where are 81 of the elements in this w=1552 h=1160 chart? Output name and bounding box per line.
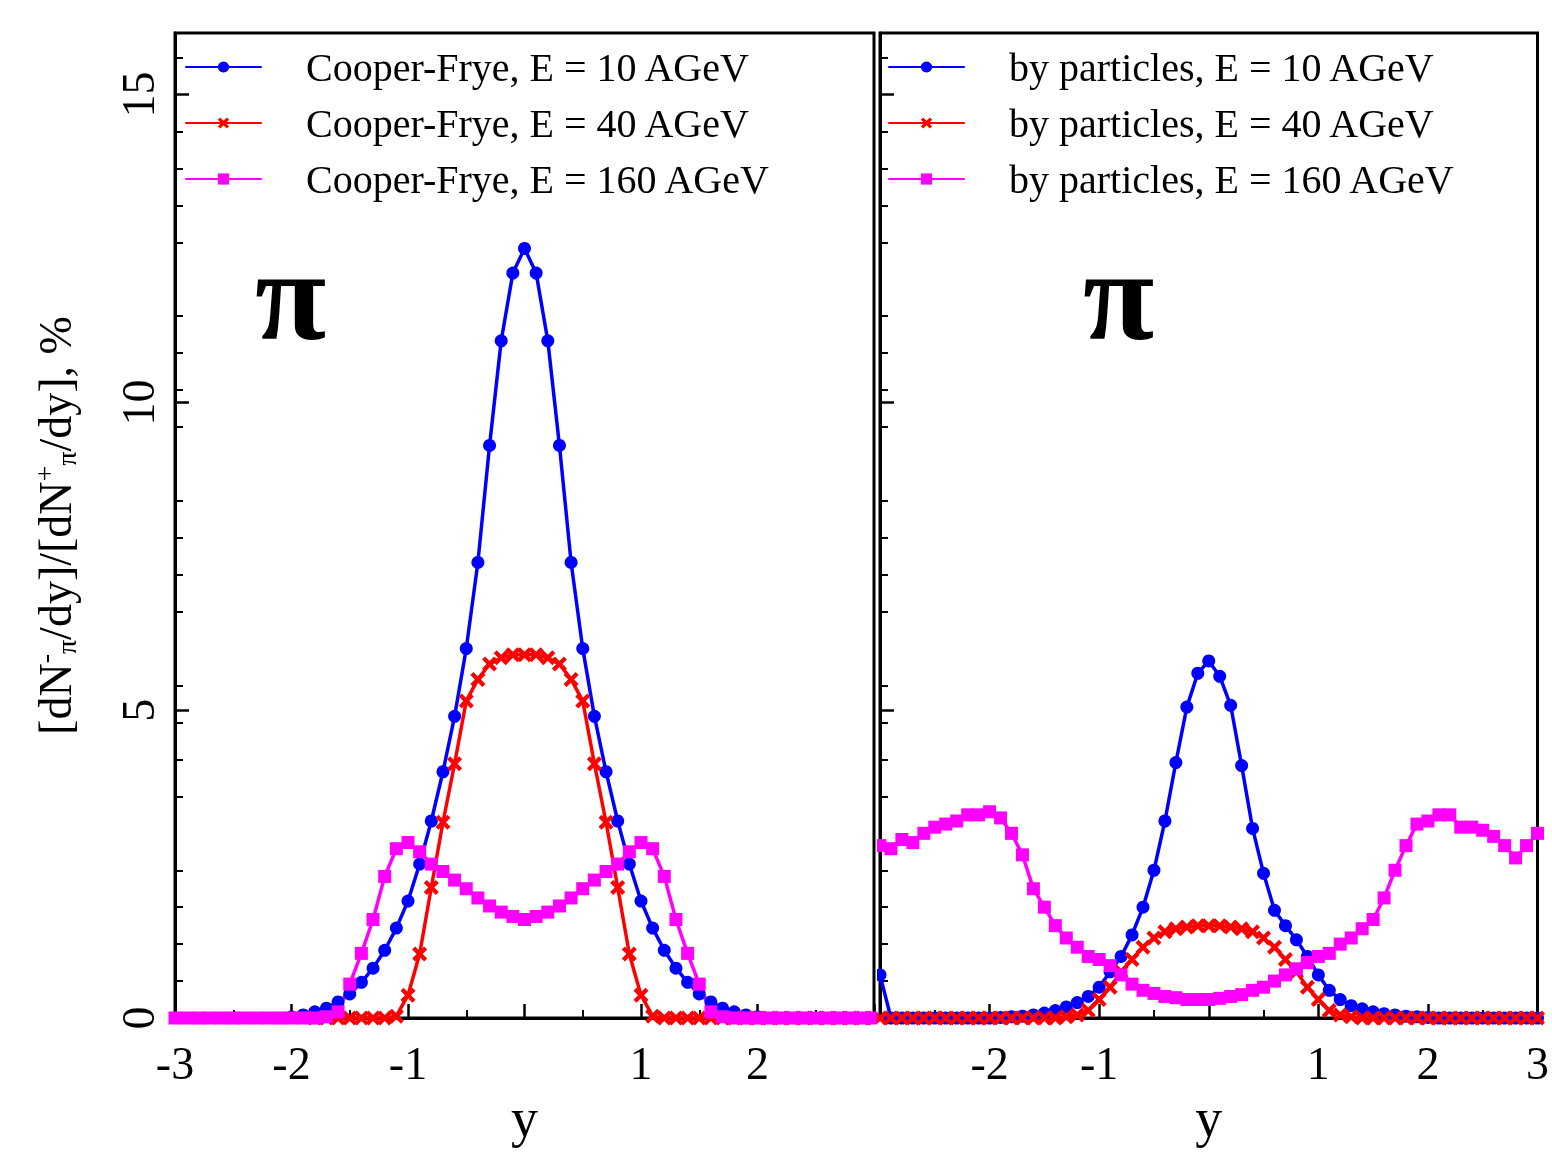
- point: [657, 943, 671, 957]
- point: [680, 1010, 696, 1026]
- legend-label: by particles, E = 160 AGeV: [1009, 156, 1454, 202]
- point: [436, 765, 450, 779]
- point: [470, 671, 486, 687]
- point: [564, 555, 578, 569]
- point: [552, 438, 566, 452]
- point: [413, 857, 427, 871]
- point: [622, 857, 636, 871]
- y-tick-label: 0: [112, 1006, 164, 1030]
- legend-label: Cooper-Frye, E = 160 AGeV: [306, 156, 769, 202]
- legend-label: Cooper-Frye, E = 40 AGeV: [306, 100, 749, 146]
- point: [669, 961, 683, 975]
- point: [435, 814, 451, 830]
- x-tick-label: 2: [1416, 1037, 1440, 1089]
- point: [354, 975, 368, 989]
- point: [458, 693, 474, 709]
- point: [424, 814, 438, 828]
- x-axis-title: y: [1195, 1087, 1223, 1148]
- point: [634, 894, 648, 908]
- x-tick-label: -1: [388, 1037, 428, 1089]
- x-tick-label: -3: [155, 1037, 195, 1089]
- point: [529, 266, 543, 280]
- point: [353, 1010, 369, 1026]
- point: [471, 555, 485, 569]
- y-axis-title: [dN-π/dy]/[dN+π/dy], %: [28, 316, 82, 735]
- point: [378, 943, 392, 957]
- point: [400, 987, 416, 1003]
- point: [587, 709, 601, 723]
- point: [681, 975, 695, 989]
- point: [599, 765, 613, 779]
- legend-label: by particles, E = 10 AGeV: [1009, 44, 1434, 90]
- point: [540, 650, 556, 666]
- point: [494, 334, 508, 348]
- x-tick-label: -2: [272, 1037, 311, 1089]
- point: [610, 879, 626, 895]
- point: [517, 647, 532, 663]
- point: [506, 266, 520, 280]
- x-tick-label: -2: [970, 1037, 1009, 1089]
- y-tick-label: 5: [112, 698, 164, 722]
- point: [377, 1010, 393, 1026]
- point: [586, 756, 602, 772]
- legend-label: Cooper-Frye, E = 10 AGeV: [306, 44, 749, 90]
- point: [505, 647, 521, 663]
- x-tick-label: 2: [746, 1037, 769, 1089]
- point: [412, 946, 428, 962]
- x-tick-label: -1: [1080, 1037, 1119, 1089]
- point: [401, 894, 415, 908]
- annotation: π: [255, 223, 327, 367]
- y-tick-label: 10: [112, 379, 164, 426]
- point: [646, 921, 660, 935]
- point: [448, 709, 462, 723]
- point: [482, 656, 498, 672]
- annotation: π: [1083, 223, 1155, 367]
- legend-label: by particles, E = 40 AGeV: [1009, 100, 1434, 146]
- point: [611, 814, 625, 828]
- point: [621, 946, 637, 962]
- point: [576, 642, 590, 656]
- point: [389, 921, 403, 935]
- x-axis-title: y: [511, 1087, 538, 1148]
- point: [551, 656, 567, 672]
- point: [528, 647, 544, 663]
- x-tick-label: 1: [1306, 1037, 1330, 1089]
- point: [563, 671, 579, 687]
- point: [459, 642, 473, 656]
- point: [575, 693, 591, 709]
- point: [668, 1010, 684, 1026]
- point: [388, 1008, 404, 1024]
- point: [633, 987, 649, 1003]
- point: [541, 334, 555, 348]
- point: [518, 241, 531, 255]
- x-tick-label: 3: [1526, 1037, 1549, 1089]
- point: [423, 879, 439, 895]
- point: [598, 814, 614, 830]
- point: [366, 961, 380, 975]
- y-tick-label: 15: [112, 71, 164, 118]
- point: [493, 650, 509, 666]
- x-tick-label: 1: [629, 1037, 653, 1089]
- point: [645, 1008, 661, 1024]
- point: [447, 756, 463, 772]
- point: [483, 438, 497, 452]
